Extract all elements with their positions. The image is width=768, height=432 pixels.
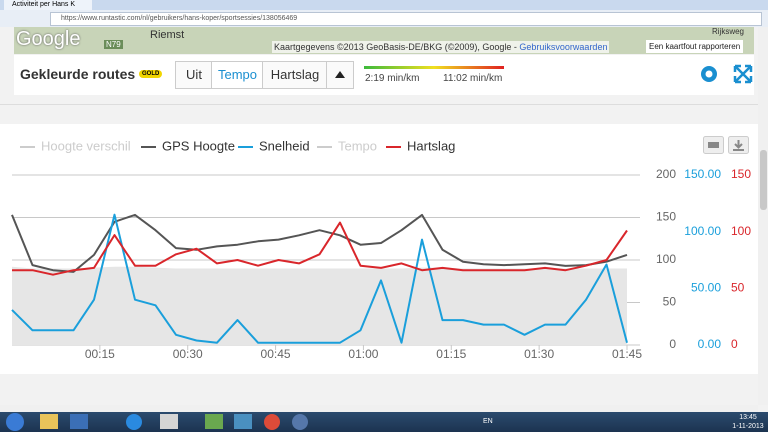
print-icon (708, 142, 719, 148)
app-icon[interactable] (264, 414, 280, 430)
settings-icon[interactable] (699, 64, 719, 84)
y-tick-label: 0 (669, 337, 676, 351)
fullscreen-icon[interactable] (733, 64, 753, 84)
map-road: N79 (104, 40, 123, 49)
chart: 0 50 100 150 200 0.00 50.00 100.00 150.00 0 50 100 1… (11, 138, 751, 361)
tab-bar (0, 0, 768, 10)
app-icon[interactable] (160, 414, 178, 429)
taskbar (0, 412, 768, 432)
map-street: Rijksweg (712, 27, 745, 36)
legend-label[interactable]: Tempo (338, 138, 377, 153)
map-attribution: Kaartgegevens ©2013 GeoBasis-DE/BKG (©20… (272, 41, 610, 53)
toolbar-title: Gekleurde routes (20, 66, 136, 82)
x-tick-label: 00:15 (85, 347, 115, 361)
terms-link[interactable]: Gebruiksvoorwaarden (519, 42, 608, 52)
clock-date[interactable]: 1-11-2013 (732, 423, 764, 430)
gear-hole (705, 70, 713, 78)
x-tick-label: 01:45 (612, 347, 642, 361)
chart-tools (703, 136, 749, 154)
scale-bar (364, 66, 504, 69)
scale-min: 2:19 min/km (365, 73, 420, 84)
x-tick-label: 00:45 (261, 347, 291, 361)
app-icon[interactable] (40, 414, 58, 429)
tab[interactable]: Activiteit per Hans K (4, 0, 92, 10)
legend-label[interactable]: Hartslag (407, 138, 455, 153)
line (11, 213, 628, 344)
scale-max: 11:02 min/km (443, 73, 503, 84)
scroll-thumb[interactable] (760, 150, 767, 210)
y-tick-label: 50 (663, 295, 677, 309)
button-heartrate[interactable]: Hartslag (262, 61, 328, 89)
gold-badge: GOLD (139, 70, 163, 78)
color-scale (364, 66, 504, 69)
separator (0, 104, 758, 105)
arrows (733, 64, 753, 84)
h-scrollbar (0, 405, 758, 412)
app-icon[interactable] (126, 414, 142, 430)
legend-label[interactable]: Snelheid (259, 138, 310, 153)
app-icon[interactable] (205, 414, 223, 429)
start-button[interactable] (6, 413, 24, 431)
y-tick-label: 200 (656, 167, 676, 181)
y-tick-label: 150 (656, 210, 676, 224)
legend-label[interactable]: GPS Hoogte (162, 138, 235, 153)
address-bar[interactable]: https://www.runtastic.com/nl/gebruikers/… (50, 12, 762, 26)
taskbar-icons (6, 413, 308, 431)
y2-tick-label: 150.00 (684, 167, 721, 181)
y3-tick-label: 50 (731, 281, 745, 295)
y3-tick-label: 0 (731, 337, 738, 351)
app-icon[interactable] (234, 414, 252, 429)
y3-tick-label: 100 (731, 224, 751, 238)
line (12, 221, 628, 276)
map-logo: Google (16, 28, 81, 50)
line (11, 213, 628, 273)
clock-time[interactable]: 13:45 (739, 414, 757, 421)
app-icon[interactable] (70, 414, 88, 429)
x-tick-label: 01:15 (436, 347, 466, 361)
y2-tick-label: 50.00 (691, 281, 721, 295)
download-icon (733, 140, 744, 151)
scrollbar[interactable] (758, 27, 768, 405)
button-tempo[interactable]: Tempo (211, 61, 264, 89)
collapse-button[interactable] (326, 61, 354, 89)
toolbar (14, 55, 754, 95)
y3-tick-label: 150 (731, 167, 751, 181)
x-tick-label: 01:00 (348, 347, 378, 361)
language[interactable]: EN (483, 418, 493, 425)
y2-tick-label: 0.00 (698, 337, 722, 351)
x-tick-label: 01:30 (524, 347, 554, 361)
triangle-icon (335, 71, 345, 78)
area (12, 266, 627, 345)
y-tick-label: 100 (656, 252, 676, 266)
legend-label[interactable]: Hoogte verschil (41, 138, 131, 153)
map-report[interactable]: Een kaartfout rapporteren (646, 40, 744, 53)
app-icon[interactable] (292, 414, 308, 430)
x-tick-label: 00:30 (173, 347, 203, 361)
button-off[interactable]: Uit (175, 61, 213, 89)
map-place: Riemst (150, 29, 185, 41)
attribution-text: Kaartgegevens ©2013 GeoBasis-DE/BKG (©20… (274, 42, 517, 52)
y2-tick-label: 100.00 (684, 224, 721, 238)
